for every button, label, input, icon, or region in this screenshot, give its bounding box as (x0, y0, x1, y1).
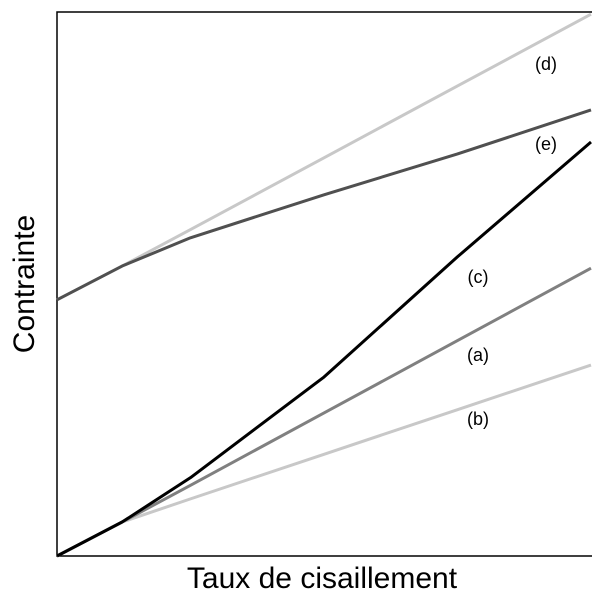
series-line (56, 12, 592, 302)
plot-frame (56, 11, 592, 557)
y-axis-label: Contrainte (8, 215, 41, 353)
series-line (56, 363, 592, 558)
x-axis-label: Taux de cisaillement (187, 562, 458, 595)
series-label: (a) (467, 345, 489, 365)
series-label: (d) (535, 54, 557, 74)
series-label: (e) (535, 134, 557, 154)
series-label: (b) (467, 409, 489, 429)
series-line (56, 108, 592, 302)
series-line (56, 140, 592, 558)
series-label: (c) (468, 267, 489, 287)
